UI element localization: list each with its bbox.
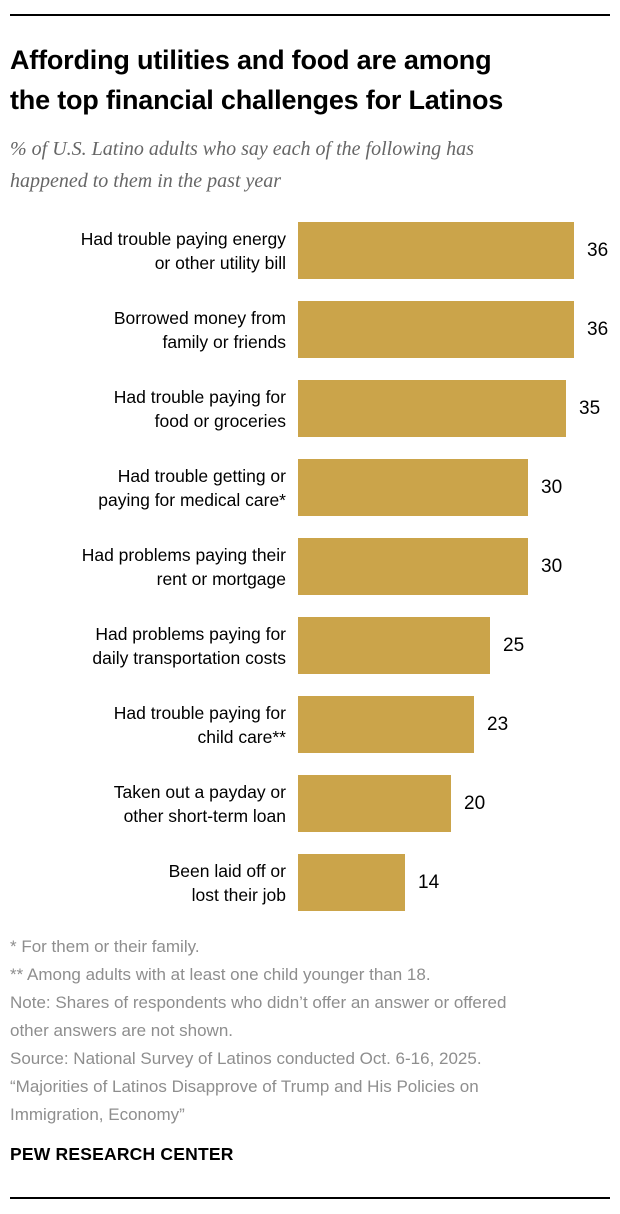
bar-value: 35 (579, 397, 601, 419)
footnote-double-asterisk: ** Among adults with at least one child … (10, 965, 431, 984)
bar-value: 30 (541, 476, 563, 498)
bar (298, 617, 490, 674)
bar-value: 20 (464, 792, 486, 814)
chart-card: Affording utilities and food are among t… (0, 14, 620, 1214)
chart-row: Had trouble paying for food or groceries… (10, 380, 610, 437)
bar-label: Been laid off or lost their job (168, 860, 286, 905)
chart-row: Had trouble paying energy or other utili… (10, 222, 610, 279)
bar-label: Had trouble paying for food or groceries (113, 386, 286, 431)
bar-chart: Had trouble paying energy or other utili… (10, 222, 610, 911)
report-title: “Majorities of Latinos Disapprove of Tru… (10, 1077, 479, 1124)
pew-research-center-wordmark: PEW RESEARCH CENTER (10, 1144, 234, 1164)
top-divider (10, 14, 610, 16)
bar (298, 380, 566, 437)
chart-row: Had problems paying for daily transporta… (10, 617, 610, 674)
chart-row: Borrowed money from family or friends 36 (10, 301, 610, 358)
chart-row: Had trouble paying for child care** 23 (10, 696, 610, 753)
bar (298, 854, 405, 911)
bar-label: Had problems paying for daily transporta… (92, 623, 286, 668)
bar (298, 222, 574, 279)
bar (298, 301, 574, 358)
bar-value: 36 (587, 318, 609, 340)
source-text: Source: National Survey of Latinos condu… (10, 1049, 482, 1068)
chart-title: Affording utilities and food are among t… (10, 45, 504, 115)
bar-value: 36 (587, 239, 609, 261)
bar-label: Had problems paying their rent or mortga… (81, 544, 286, 589)
bar-value: 30 (541, 555, 563, 577)
bar-label: Borrowed money from family or friends (113, 307, 286, 352)
footnote-asterisk: * For them or their family. (10, 937, 200, 956)
note-text: Note: Shares of respondents who didn’t o… (10, 993, 507, 1040)
footnotes: * For them or their family. ** Among adu… (10, 933, 610, 1129)
bar-value: 14 (418, 871, 440, 893)
bar-label: Taken out a payday or other short-term l… (113, 781, 286, 826)
bar-value: 25 (503, 634, 525, 656)
bar-label: Had trouble paying for child care** (113, 702, 286, 747)
bar-label: Had trouble getting or paying for medica… (98, 465, 286, 510)
bar-label: Had trouble paying energy or other utili… (80, 228, 286, 273)
bar (298, 775, 451, 832)
bar (298, 538, 528, 595)
chart-row: Had problems paying their rent or mortga… (10, 538, 610, 595)
chart-subtitle: % of U.S. Latino adults who say each of … (10, 138, 474, 192)
bottom-divider (10, 1197, 610, 1199)
bar-value: 23 (487, 713, 509, 735)
bar (298, 459, 528, 516)
chart-row: Taken out a payday or other short-term l… (10, 775, 610, 832)
bar (298, 696, 474, 753)
chart-row: Been laid off or lost their job 14 (10, 854, 610, 911)
chart-row: Had trouble getting or paying for medica… (10, 459, 610, 516)
